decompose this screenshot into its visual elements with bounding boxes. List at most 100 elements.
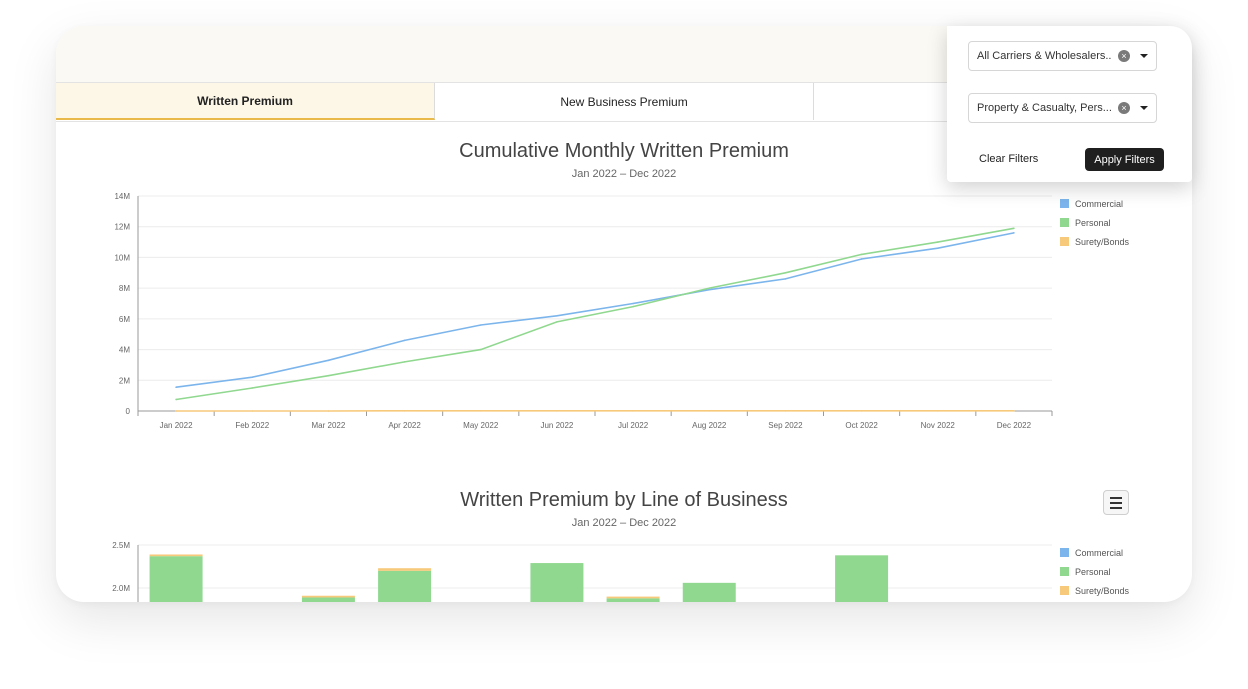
data-point	[479, 410, 482, 412]
y-tick-label: 2.0M	[112, 584, 130, 593]
clear-filters-button[interactable]: Clear Filters	[979, 153, 1039, 165]
x-tick-label: Nov 2022	[921, 421, 956, 430]
bar-chart: 2.0M 2.5M	[112, 541, 1052, 602]
data-point	[632, 302, 634, 305]
bar-personal	[378, 570, 432, 602]
x-tick-label: Oct 2022	[845, 421, 878, 430]
bar-personal	[682, 582, 736, 602]
x-tick-label: Feb 2022	[235, 421, 269, 430]
hamburger-icon-line	[1110, 501, 1122, 504]
data-point	[708, 287, 711, 289]
filter-panel: All Carriers & Wholesalers... × Property…	[947, 26, 1192, 182]
series-line-personal	[175, 227, 1015, 401]
lines-select-value: Property & Casualty, Pers...	[977, 102, 1112, 114]
carriers-select[interactable]: All Carriers & Wholesalers... ×	[968, 41, 1157, 71]
data-point	[936, 410, 939, 412]
legend-label-personal: Personal	[1075, 566, 1111, 577]
legend-item-personal[interactable]: Personal	[1060, 213, 1129, 232]
y-tick-label: 6M	[119, 315, 130, 324]
data-point	[251, 387, 254, 389]
bar-chart-legend: Commercial Personal Surety/Bonds	[1060, 543, 1129, 600]
data-point	[327, 359, 330, 362]
tab-written-premium[interactable]: Written Premium	[56, 83, 435, 120]
legend-label-surety: Surety/Bonds	[1075, 236, 1130, 247]
bar-personal	[149, 556, 203, 602]
legend-swatch-commercial	[1060, 199, 1069, 208]
bar-chart-subtitle: Jan 2022 – Dec 2022	[571, 517, 677, 529]
series-line-commercial	[175, 232, 1015, 388]
clear-lines-icon[interactable]: ×	[1118, 102, 1130, 114]
bar-surety	[301, 595, 355, 598]
legend-item-commercial[interactable]: Commercial	[1060, 194, 1129, 213]
legend-item-surety[interactable]: Surety/Bonds	[1060, 581, 1129, 600]
legend-swatch-surety	[1060, 586, 1069, 595]
data-point	[556, 314, 558, 317]
bar-personal	[835, 555, 889, 602]
legend-label-commercial: Commercial	[1075, 547, 1124, 558]
data-point	[860, 253, 863, 256]
data-point	[327, 374, 330, 377]
hamburger-icon-line	[1110, 506, 1122, 509]
data-point	[175, 386, 177, 388]
legend-swatch-commercial	[1060, 548, 1069, 557]
bar-chart-title: Written Premium by Line of Business	[460, 489, 788, 511]
y-tick-label: 2.5M	[112, 541, 130, 550]
legend-item-surety[interactable]: Surety/Bonds	[1060, 232, 1129, 251]
data-point	[936, 241, 939, 243]
legend-label-surety: Surety/Bonds	[1075, 585, 1130, 596]
legend-label-personal: Personal	[1075, 217, 1111, 228]
line-chart-legend: Commercial Personal Surety/Bonds	[1060, 194, 1129, 251]
bar-surety	[378, 568, 432, 571]
data-point	[708, 410, 711, 412]
data-point	[251, 410, 254, 412]
y-tick-label: 8M	[119, 284, 130, 293]
y-tick-label: 12M	[114, 223, 130, 232]
legend-label-commercial: Commercial	[1075, 198, 1124, 209]
data-point	[1013, 232, 1015, 234]
y-tick-label: 14M	[114, 192, 130, 201]
chart-menu-button[interactable]	[1103, 490, 1129, 515]
data-point	[479, 348, 482, 351]
x-tick-label: May 2022	[463, 421, 499, 430]
data-point	[556, 321, 558, 323]
carriers-select-value: All Carriers & Wholesalers...	[977, 50, 1112, 62]
y-tick-label: 4M	[119, 346, 130, 355]
data-point	[784, 271, 787, 274]
y-tick-label: 2M	[119, 376, 130, 385]
x-tick-label: Dec 2022	[997, 421, 1032, 430]
data-point	[784, 278, 787, 280]
data-point	[175, 410, 177, 412]
x-tick-label: Mar 2022	[312, 421, 346, 430]
chevron-down-icon[interactable]	[1140, 106, 1148, 110]
data-point	[1013, 410, 1015, 412]
hamburger-icon-line	[1110, 496, 1122, 499]
x-tick-label: Aug 2022	[692, 421, 727, 430]
chevron-down-icon[interactable]	[1140, 54, 1148, 58]
x-tick-label: Jun 2022	[540, 421, 573, 430]
apply-filters-button[interactable]: Apply Filters	[1085, 148, 1164, 171]
data-point	[403, 410, 406, 412]
line-chart: 0 2M 4M 6M 8M 10M 12M 14M Jan 2022 Feb 2022 Mar 20…	[114, 192, 1053, 430]
bar-surety	[149, 554, 203, 557]
data-point	[251, 376, 254, 379]
bar-personal	[606, 598, 660, 602]
data-point	[784, 410, 787, 412]
tab-new-business-premium[interactable]: New Business Premium	[435, 83, 814, 120]
x-tick-label: Jan 2022	[160, 421, 193, 430]
line-chart-title: Cumulative Monthly Written Premium	[459, 140, 789, 162]
data-point	[479, 324, 482, 326]
lines-select[interactable]: Property & Casualty, Pers... ×	[968, 93, 1157, 123]
data-point	[632, 410, 634, 412]
x-tick-label: Apr 2022	[388, 421, 421, 430]
line-chart-subtitle: Jan 2022 – Dec 2022	[571, 168, 677, 180]
data-point	[327, 410, 330, 412]
x-tick-label: Sep 2022	[768, 421, 803, 430]
data-point	[403, 339, 406, 342]
data-point	[1013, 227, 1015, 230]
legend-swatch-personal	[1060, 567, 1069, 576]
legend-item-commercial[interactable]: Commercial	[1060, 543, 1129, 562]
legend-item-personal[interactable]: Personal	[1060, 562, 1129, 581]
data-point	[403, 361, 406, 363]
data-point	[175, 398, 177, 401]
clear-carriers-icon[interactable]: ×	[1118, 50, 1130, 62]
